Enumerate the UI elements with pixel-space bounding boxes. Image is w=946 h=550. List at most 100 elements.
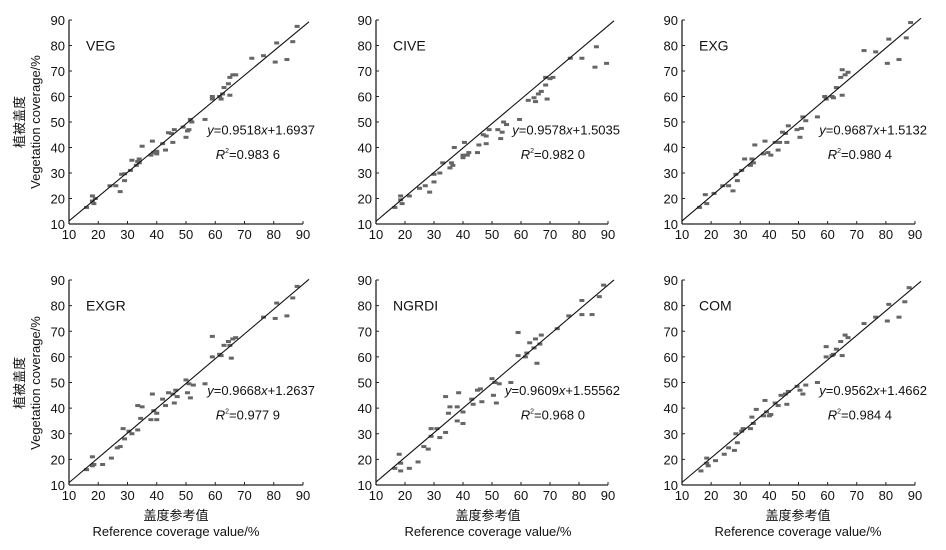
data-point: [174, 395, 180, 399]
data-point: [290, 296, 296, 300]
data-point: [470, 402, 476, 406]
data-point: [592, 65, 598, 69]
data-point: [399, 202, 405, 206]
data-point: [136, 157, 142, 161]
data-point: [508, 381, 514, 384]
data-point: [726, 446, 732, 450]
data-point: [284, 314, 290, 318]
data-point: [906, 286, 912, 290]
data-point: [772, 401, 778, 405]
x-tick-label: 10: [675, 227, 689, 242]
data-point: [547, 77, 553, 81]
y-tick-label: 20: [358, 452, 372, 467]
data-point: [749, 415, 755, 419]
x-axis-label-cn-1: 盖度参考值: [143, 508, 208, 523]
y-tick-label: 10: [51, 478, 65, 493]
data-point: [284, 58, 290, 62]
data-point: [775, 148, 781, 152]
x-axis-label-cn-2: 盖度参考值: [455, 508, 520, 523]
regression-equation: y=0.9687x+1.5132: [818, 123, 927, 138]
y-tick-label: 80: [664, 39, 678, 54]
data-point: [113, 184, 119, 188]
data-point: [202, 117, 208, 121]
data-point: [107, 184, 113, 188]
y-tick-label: 10: [358, 478, 372, 493]
x-tick-label: 10: [62, 488, 76, 503]
data-point: [460, 156, 466, 160]
data-point: [884, 61, 890, 65]
x-tick-label: 50: [179, 488, 193, 503]
data-point: [712, 459, 718, 463]
data-point: [533, 100, 538, 104]
data-point: [230, 337, 236, 341]
data-point: [896, 58, 902, 62]
data-point: [122, 172, 128, 176]
data-point: [187, 117, 193, 121]
data-point: [768, 413, 774, 417]
data-point: [261, 54, 267, 58]
data-point: [839, 354, 845, 358]
data-point: [477, 387, 483, 391]
data-point: [902, 300, 908, 304]
data-point: [775, 404, 781, 408]
y-tick-label: 90: [664, 273, 678, 288]
x-tick-label: 20: [91, 227, 105, 242]
regression-equation: y=0.9518x+1.6937: [206, 123, 315, 138]
data-point: [527, 341, 533, 345]
x-tick-label: 90: [908, 227, 922, 242]
data-point: [448, 161, 454, 165]
data-point: [427, 190, 433, 194]
data-point: [842, 73, 848, 77]
panel-title: NGRDI: [393, 298, 438, 314]
data-point: [120, 427, 126, 431]
data-point: [838, 75, 844, 79]
data-point: [122, 437, 128, 441]
data-point: [750, 422, 756, 425]
data-point: [392, 466, 398, 470]
panel-title: EXG: [699, 38, 729, 54]
regression-equation: y=0.9609x+1.55562: [504, 383, 620, 398]
x-tick-label: 90: [296, 227, 310, 242]
panel-title: EXGR: [86, 298, 126, 314]
data-point: [798, 126, 804, 130]
data-point: [501, 120, 507, 124]
x-axis-label-en-3: Reference coverage value/%: [715, 524, 882, 539]
data-point: [135, 428, 141, 432]
data-point: [861, 322, 867, 326]
data-point: [814, 115, 820, 119]
y-axis-label-top: 植被盖度 Vegetation coverage/%: [12, 55, 43, 189]
regression-line: [68, 278, 310, 484]
data-point: [785, 124, 791, 128]
data-point: [437, 436, 443, 440]
y-tick-label: 60: [51, 90, 65, 105]
data-point: [170, 140, 176, 144]
data-point: [896, 315, 902, 319]
data-point: [119, 172, 125, 176]
data-point: [480, 133, 486, 137]
data-point: [183, 135, 189, 139]
data-point: [768, 153, 774, 157]
x-tick-label: 20: [91, 488, 105, 503]
data-point: [579, 313, 585, 317]
data-point: [721, 452, 727, 456]
data-point: [154, 152, 160, 156]
regression-line: [681, 280, 922, 483]
y-tick-label: 80: [51, 39, 65, 54]
data-point: [190, 383, 196, 387]
data-point: [604, 61, 610, 65]
x-tick-label: 60: [514, 488, 528, 503]
y-tick-label: 30: [51, 427, 65, 442]
data-point: [537, 342, 543, 346]
data-point: [272, 60, 278, 64]
data-point: [84, 468, 90, 472]
data-point: [797, 135, 803, 139]
data-point: [838, 340, 844, 343]
data-point: [822, 95, 828, 98]
data-point: [543, 83, 549, 87]
x-tick-label: 50: [485, 227, 499, 242]
data-point: [704, 456, 710, 460]
y-tick-label: 80: [664, 299, 678, 314]
data-point: [117, 190, 123, 194]
data-point: [490, 393, 496, 397]
data-point: [814, 381, 820, 384]
